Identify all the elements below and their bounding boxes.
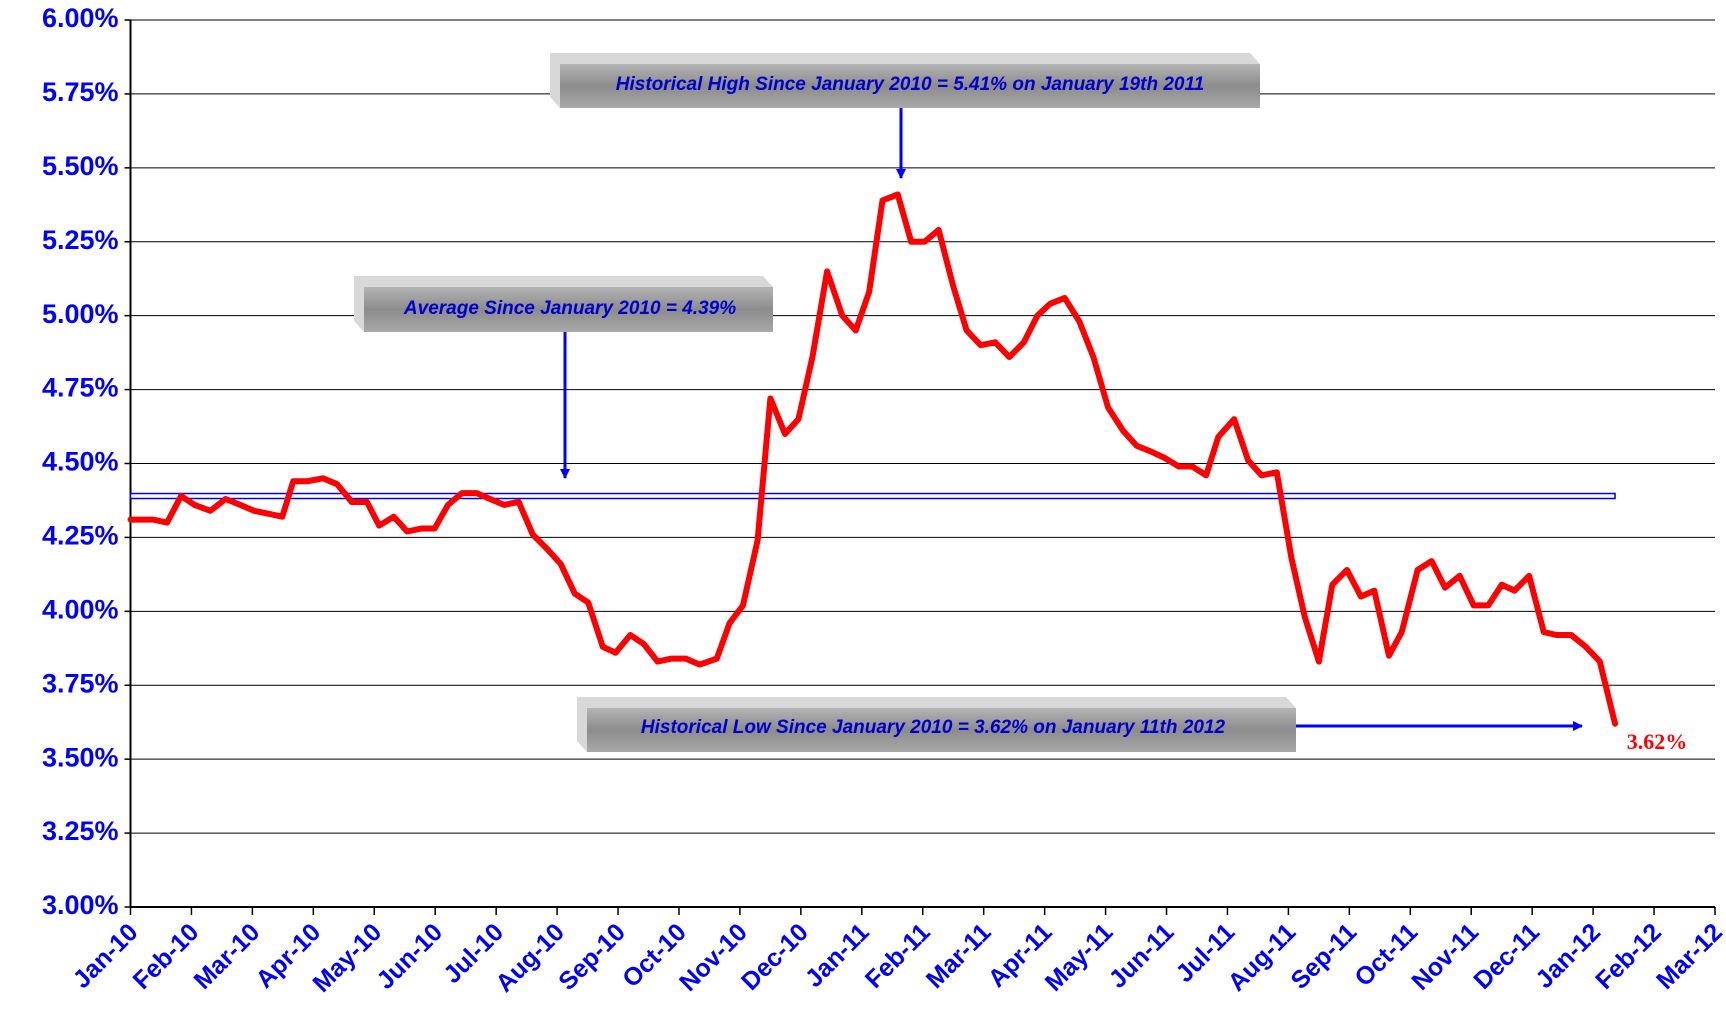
callout-box [560,64,1260,108]
average-callout: Average Since January 2010 = 4.39% [354,276,773,479]
x-tick-label: Feb-11 [860,918,936,994]
y-tick-label: 5.75% [42,77,119,107]
y-tick-label: 4.75% [42,373,119,403]
x-tick-label: Sep-11 [1285,918,1362,995]
data-label: 3.62% [1627,729,1688,754]
x-tick-label: Dec-10 [736,918,814,996]
high-callout: Historical High Since January 2010 = 5.4… [550,53,1260,179]
x-tick-label: Jan-10 [68,918,144,994]
x-tick-label: Mar-11 [921,918,997,994]
callout-text: Historical High Since January 2010 = 5.4… [616,74,1204,95]
y-tick-label: 5.50% [42,151,119,181]
y-tick-label: 3.00% [42,890,119,920]
x-tick-label: Nov-11 [1406,918,1484,996]
callout-text: Average Since January 2010 = 4.39% [403,298,736,319]
y-tick-label: 3.75% [42,668,119,698]
x-tick-label: Aug-10 [490,918,570,998]
x-tick-label: Mar-12 [1651,918,1726,995]
x-tick-label: Nov-10 [674,918,753,997]
y-tick-label: 4.25% [42,521,119,551]
x-tick-label: Jun-11 [1104,918,1180,994]
x-tick-label: May-10 [307,918,387,998]
y-tick-label: 4.00% [42,594,119,624]
x-tick-label: Feb-12 [1590,918,1667,995]
callout-box [587,708,1296,752]
grid [130,19,1715,908]
y-tick-label: 5.25% [42,225,119,255]
y-tick-label: 5.00% [42,299,119,329]
y-tick-label: 3.25% [42,816,119,846]
data-line [127,191,1619,727]
y-tick-label: 6.00% [42,3,119,33]
x-tick-label: May-11 [1040,918,1119,997]
callout-box [364,287,773,332]
axes: 3.00% 3.25% 3.50% 3.75% 4.00% 4.25% 4.50% 4.75%… [42,3,1726,998]
plot-area [127,191,1619,727]
average-line [129,492,1616,500]
x-tick-label: Jun-10 [371,918,448,995]
x-tick-label: Jan-12 [1530,918,1606,994]
x-tick-label: Mar-10 [189,918,266,995]
x-tick-label: Aug-11 [1223,918,1302,997]
x-tick-label: Dec-11 [1468,918,1545,995]
x-tick-label: Jan-11 [800,918,875,993]
y-tick-label: 4.50% [42,447,119,477]
x-tick-label: Sep-10 [553,918,631,996]
callout-text: Historical Low Since January 2010 = 3.62… [641,717,1226,738]
low-callout: Historical Low Since January 2010 = 3.62… [577,697,1583,752]
y-tick-label: 3.50% [42,742,119,772]
x-tick-label: Feb-10 [128,918,205,995]
